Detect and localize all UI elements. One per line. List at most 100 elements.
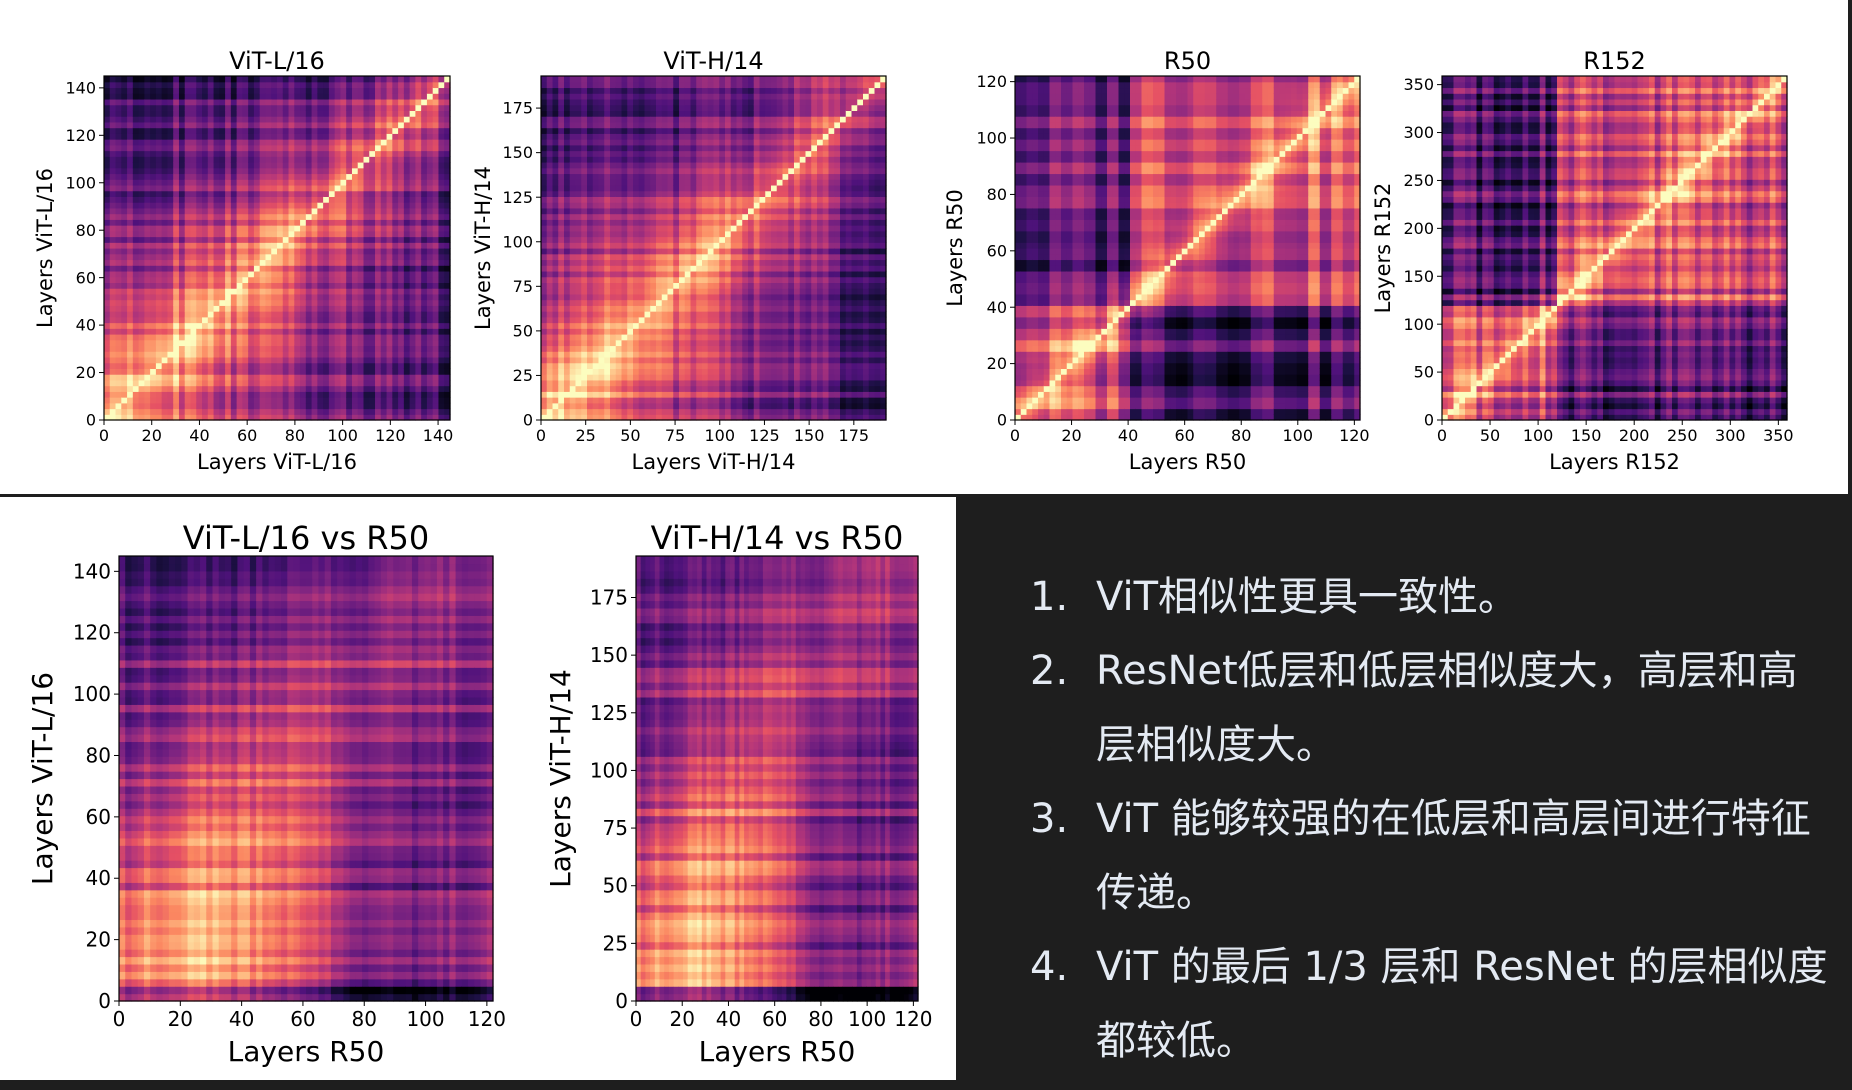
heatmap-cell	[570, 323, 576, 329]
heatmap-cell	[558, 328, 564, 334]
heatmap-cell	[650, 168, 656, 174]
heatmap-cell	[219, 305, 225, 311]
heatmap-cell	[633, 271, 639, 277]
heatmap-cell	[104, 173, 110, 179]
heatmap-cell	[576, 277, 582, 283]
heatmap-cell	[214, 288, 220, 294]
heatmap-cell	[421, 300, 427, 306]
heatmap-cell	[547, 87, 553, 93]
heatmap-cell	[116, 340, 122, 346]
heatmap-cell	[104, 380, 110, 386]
heatmap-cell	[242, 340, 248, 346]
heatmap-cell	[265, 386, 271, 392]
heatmap-cell	[191, 317, 197, 323]
heatmap-cell	[622, 334, 628, 340]
heatmap-cell	[294, 380, 300, 386]
heatmap-cell	[127, 162, 133, 168]
heatmap-cell	[392, 386, 398, 392]
heatmap-cell	[173, 397, 179, 403]
heatmap-cell	[271, 93, 277, 99]
heatmap-cell	[214, 179, 220, 185]
heatmap-cell	[254, 363, 260, 369]
heatmap-cell	[364, 202, 370, 208]
heatmap-cell	[433, 156, 439, 162]
heatmap-cell	[392, 254, 398, 260]
heatmap-cell	[289, 185, 295, 191]
heatmap-cell	[323, 116, 329, 122]
heatmap-cell	[364, 357, 370, 363]
heatmap-cell	[242, 87, 248, 93]
heatmap-cell	[593, 87, 599, 93]
heatmap-cell	[415, 259, 421, 265]
heatmap-cell	[306, 179, 312, 185]
heatmap-cell	[581, 202, 587, 208]
heatmap-cell	[294, 242, 300, 248]
heatmap-cell	[196, 328, 202, 334]
heatmap-cell	[427, 345, 433, 351]
heatmap-cell	[587, 242, 593, 248]
heatmap-cell	[219, 237, 225, 243]
heatmap-cell	[410, 151, 416, 157]
heatmap-cell	[387, 122, 393, 128]
heatmap-cell	[219, 162, 225, 168]
heatmap-cell	[116, 133, 122, 139]
heatmap-cell	[162, 265, 168, 271]
heatmap-cell	[248, 317, 254, 323]
heatmap-cell	[438, 93, 444, 99]
heatmap-cell	[547, 311, 553, 317]
heatmap-cell	[277, 151, 283, 157]
heatmap-cell	[242, 208, 248, 214]
heatmap-cell	[167, 76, 173, 82]
heatmap-cell	[564, 368, 570, 374]
heatmap-cell	[392, 156, 398, 162]
heatmap-cell	[225, 271, 231, 277]
heatmap-cell	[294, 145, 300, 151]
heatmap-cell	[294, 76, 300, 82]
heatmap-cell	[179, 214, 185, 220]
heatmap-cell	[358, 110, 364, 116]
heatmap-cell	[381, 116, 387, 122]
heatmap-cell	[610, 334, 616, 340]
heatmap-cell	[404, 254, 410, 260]
heatmap-cell	[150, 208, 156, 214]
heatmap-cell	[329, 397, 335, 403]
heatmap-cell	[144, 87, 150, 93]
heatmap-cell	[283, 122, 289, 128]
heatmap-cell	[650, 282, 656, 288]
heatmap-cell	[283, 214, 289, 220]
heatmap-cell	[237, 305, 243, 311]
heatmap-cell	[133, 403, 139, 409]
heatmap-cell	[329, 282, 335, 288]
y-tick-label: 20	[76, 363, 96, 382]
heatmap-cell	[570, 363, 576, 369]
heatmap-cell	[329, 409, 335, 415]
heatmap-cell	[219, 323, 225, 329]
heatmap-cell	[254, 374, 260, 380]
heatmap-cell	[179, 231, 185, 237]
heatmap-cell	[410, 271, 416, 277]
heatmap-cell	[265, 409, 271, 415]
heatmap-cell	[622, 305, 628, 311]
heatmap-cell	[116, 214, 122, 220]
heatmap-cell	[156, 208, 162, 214]
heatmap-cell	[225, 317, 231, 323]
heatmap-cell	[225, 294, 231, 300]
heatmap-cell	[116, 110, 122, 116]
heatmap-cell	[312, 397, 318, 403]
heatmap-cell	[404, 237, 410, 243]
heatmap-cell	[271, 345, 277, 351]
heatmap-cell	[656, 248, 662, 254]
heatmap-cell	[277, 323, 283, 329]
heatmap-cell	[185, 328, 191, 334]
heatmap-cell	[656, 391, 662, 397]
heatmap-cell	[627, 219, 633, 225]
heatmap-cell	[127, 116, 133, 122]
heatmap-cell	[433, 242, 439, 248]
heatmap-cell	[116, 254, 122, 260]
heatmap-cell	[358, 300, 364, 306]
heatmap-cell	[668, 248, 674, 254]
heatmap-cell	[387, 340, 393, 346]
heatmap-cell	[627, 305, 633, 311]
heatmap-cell	[352, 128, 358, 134]
heatmap-cell	[191, 380, 197, 386]
